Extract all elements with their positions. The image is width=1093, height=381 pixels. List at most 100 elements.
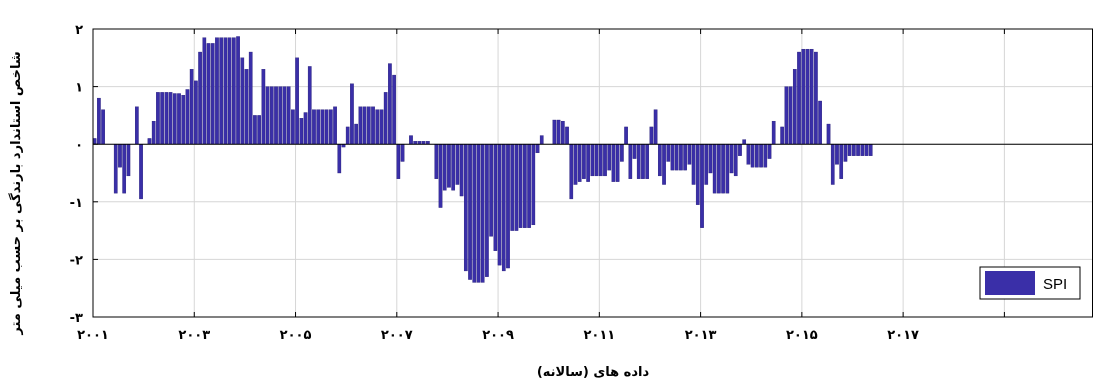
bar	[569, 144, 574, 200]
y-tick-label: ۲	[75, 23, 83, 38]
bar	[232, 37, 236, 145]
legend-swatch	[985, 271, 1035, 295]
bar	[265, 86, 270, 145]
bar	[451, 144, 456, 191]
y-tick-label: ۰	[75, 138, 83, 153]
bar	[324, 109, 329, 145]
bar	[620, 144, 624, 162]
bar	[666, 144, 671, 162]
bar	[750, 144, 755, 168]
bar	[510, 144, 515, 231]
bar	[476, 144, 481, 283]
bar	[721, 144, 725, 194]
bar	[801, 48, 806, 145]
bar	[607, 144, 612, 171]
bar	[856, 144, 860, 156]
bar	[291, 109, 295, 145]
bar	[539, 135, 544, 145]
bar	[788, 86, 793, 145]
bar	[582, 144, 586, 179]
bar	[868, 144, 873, 156]
bar	[438, 144, 443, 208]
bar	[160, 92, 164, 145]
bar	[194, 80, 198, 145]
bar	[396, 144, 401, 179]
bar	[97, 97, 101, 145]
x-axis-label: داده های (سالانه)	[537, 365, 650, 380]
x-tick-label: ۲۰۱۵	[786, 328, 818, 343]
bar	[244, 69, 249, 145]
bar	[603, 144, 607, 177]
bar	[253, 115, 257, 145]
x-tick-label: ۲۰۰۱	[77, 328, 109, 343]
bar	[645, 144, 650, 179]
bar	[248, 51, 253, 145]
bar	[366, 106, 371, 145]
bar	[565, 126, 569, 145]
bar	[695, 144, 700, 205]
bar	[797, 51, 801, 145]
bar	[472, 144, 477, 283]
bar	[615, 144, 620, 182]
bar	[624, 126, 628, 145]
bar	[354, 123, 358, 145]
bar	[830, 144, 835, 185]
bar	[459, 144, 464, 197]
bar	[493, 144, 498, 251]
bar	[295, 57, 299, 145]
bar	[763, 144, 768, 168]
bar	[573, 144, 578, 185]
bar	[286, 86, 291, 145]
bar	[350, 83, 354, 145]
bar	[312, 109, 316, 145]
bar	[489, 144, 493, 237]
bar	[704, 144, 709, 185]
bar	[523, 144, 527, 228]
bar	[392, 74, 396, 145]
bar	[636, 144, 641, 179]
bar	[177, 93, 181, 145]
y-tick-label: -۲	[70, 253, 83, 268]
bar	[864, 144, 869, 156]
bar	[556, 119, 561, 145]
bar	[113, 144, 118, 194]
bar	[126, 144, 131, 177]
bar	[847, 144, 852, 156]
bar	[206, 43, 211, 145]
bar	[767, 144, 772, 159]
bar	[269, 86, 274, 145]
bar	[379, 109, 384, 145]
bar	[501, 144, 506, 272]
bar	[552, 119, 557, 145]
bar	[172, 93, 177, 145]
bar	[485, 144, 489, 277]
bar	[653, 109, 658, 145]
bar	[320, 109, 325, 145]
bar	[860, 144, 865, 156]
bar	[236, 36, 240, 145]
bar	[118, 144, 122, 168]
bar	[164, 92, 169, 145]
bar	[442, 144, 447, 191]
bar	[805, 48, 810, 145]
bar	[560, 120, 565, 145]
bar	[215, 37, 219, 145]
bar	[202, 37, 207, 145]
bar	[307, 66, 312, 145]
bar	[598, 144, 603, 177]
bar	[299, 118, 304, 145]
bar	[784, 86, 789, 145]
bar	[240, 57, 245, 145]
bar	[700, 144, 704, 228]
bar	[227, 37, 232, 145]
bar	[358, 106, 363, 145]
bar	[628, 144, 633, 179]
bar	[210, 43, 215, 145]
bar	[755, 144, 759, 168]
bar	[818, 100, 822, 145]
bar	[662, 144, 666, 185]
bar	[733, 144, 738, 177]
bar	[274, 86, 278, 145]
x-tick-label: ۲۰۱۷	[887, 328, 919, 343]
